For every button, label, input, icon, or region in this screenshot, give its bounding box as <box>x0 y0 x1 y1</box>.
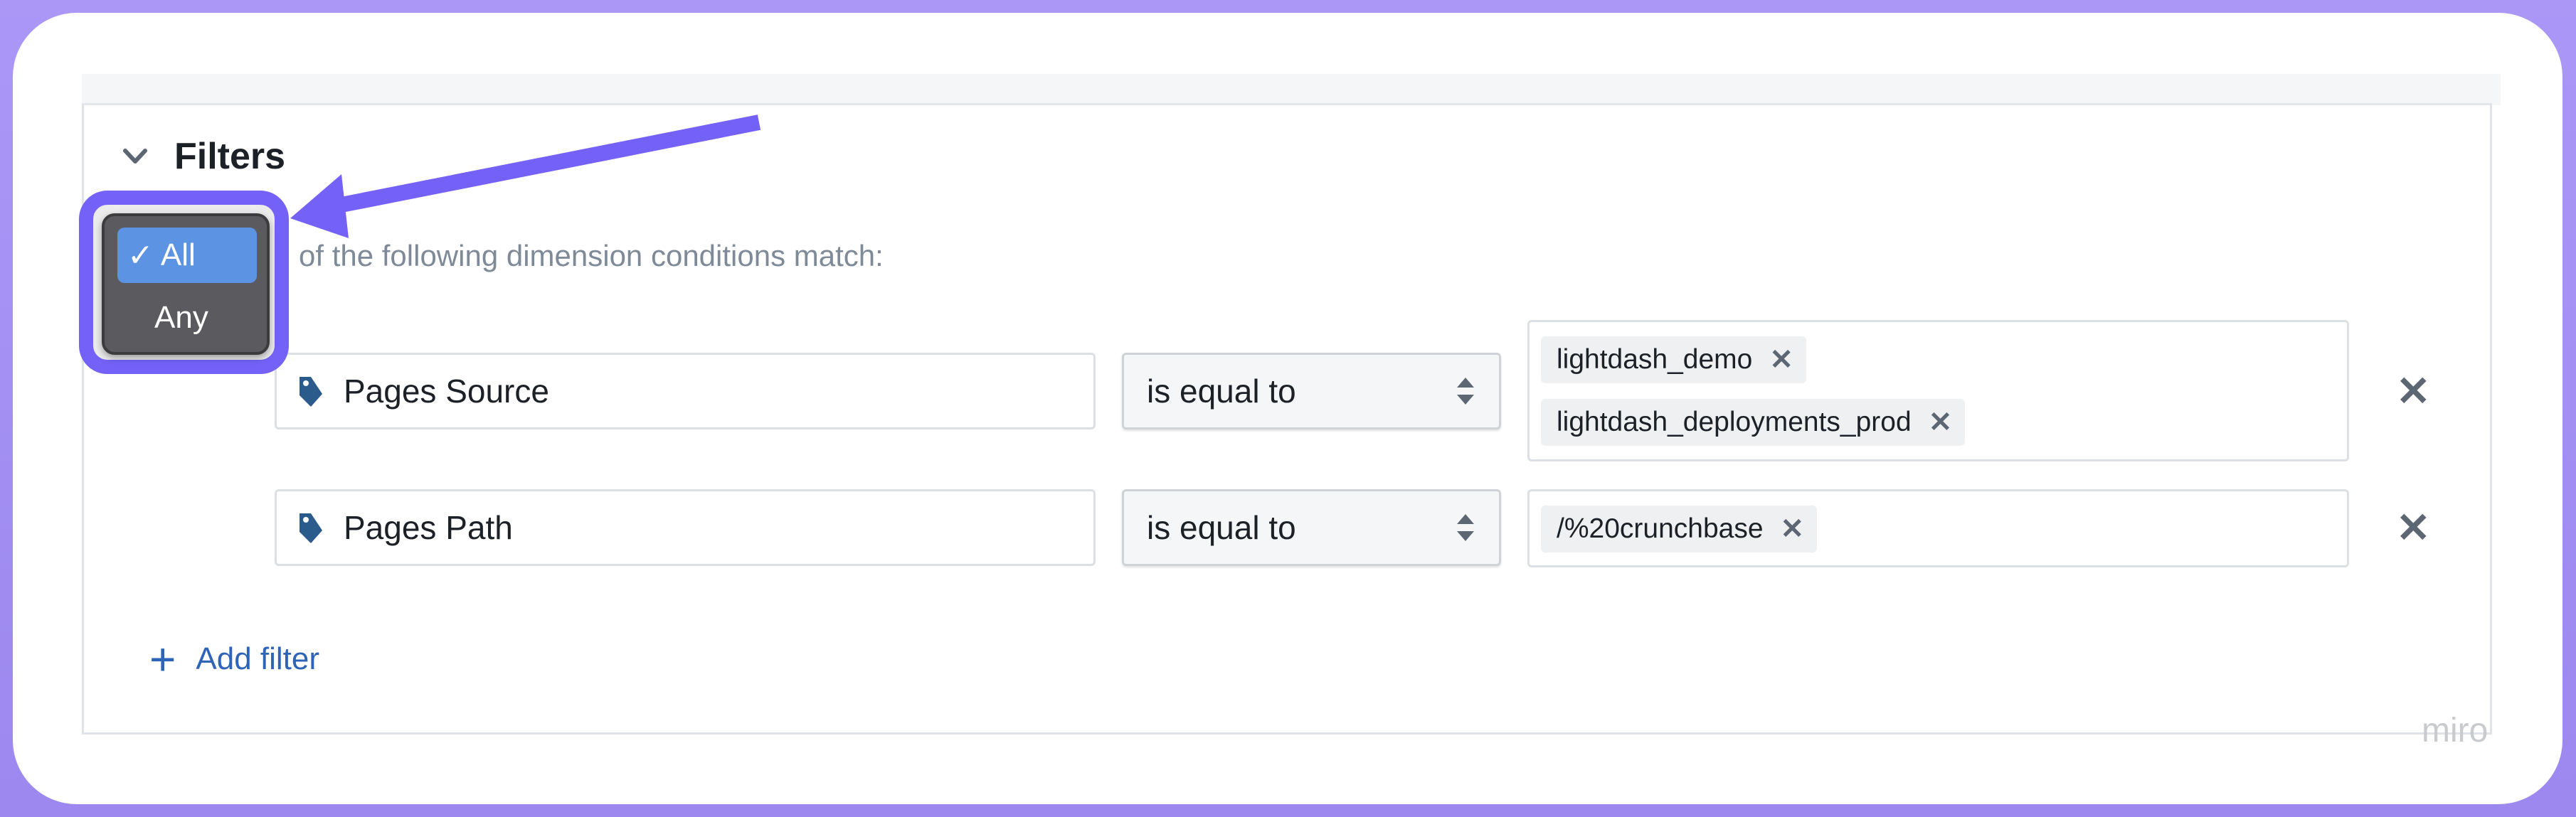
add-filter-button[interactable]: + Add filter <box>149 636 319 682</box>
add-filter-label: Add filter <box>196 641 320 676</box>
remove-tag-icon[interactable]: ✕ <box>1780 513 1805 545</box>
tag-icon <box>300 513 322 543</box>
match-dropdown-menu[interactable]: ✓ All Any <box>102 213 270 355</box>
values-input[interactable]: /%20crunchbase ✕ <box>1527 489 2349 567</box>
chevron-down-icon[interactable] <box>121 142 149 171</box>
value-tag: lightdash_demo ✕ <box>1541 336 1806 383</box>
remove-filter-button[interactable]: ✕ <box>2396 368 2431 415</box>
top-band <box>82 74 2501 105</box>
match-description: of the following dimension conditions ma… <box>299 239 884 272</box>
operator-select[interactable]: is equal to <box>1122 489 1501 566</box>
select-arrows-icon <box>1457 378 1474 405</box>
miro-watermark: miro <box>2422 712 2488 749</box>
plus-icon: + <box>149 634 176 685</box>
operator-label: is equal to <box>1147 509 1296 546</box>
field-select-pages-path[interactable]: Pages Path <box>275 489 1096 566</box>
field-label: Pages Path <box>344 509 513 546</box>
value-tag: lightdash_deployments_prod ✕ <box>1541 399 1966 446</box>
tag-icon <box>300 377 322 407</box>
option-any[interactable]: Any <box>154 300 208 335</box>
field-label: Pages Source <box>344 373 549 410</box>
filters-title: Filters <box>174 136 286 177</box>
remove-tag-icon[interactable]: ✕ <box>1928 407 1953 438</box>
value-tag: /%20crunchbase ✕ <box>1541 506 1818 552</box>
remove-filter-button[interactable]: ✕ <box>2396 505 2431 551</box>
select-arrows-icon <box>1457 514 1474 541</box>
check-icon: ✓ <box>127 237 154 273</box>
values-input[interactable]: lightdash_demo ✕ lightdash_deployments_pr… <box>1527 320 2349 461</box>
remove-tag-icon[interactable]: ✕ <box>1769 344 1793 375</box>
operator-select[interactable]: is equal to <box>1122 353 1501 429</box>
option-all[interactable]: ✓ All <box>117 228 257 283</box>
operator-label: is equal to <box>1147 373 1296 410</box>
field-select-pages-source[interactable]: Pages Source <box>275 353 1096 429</box>
